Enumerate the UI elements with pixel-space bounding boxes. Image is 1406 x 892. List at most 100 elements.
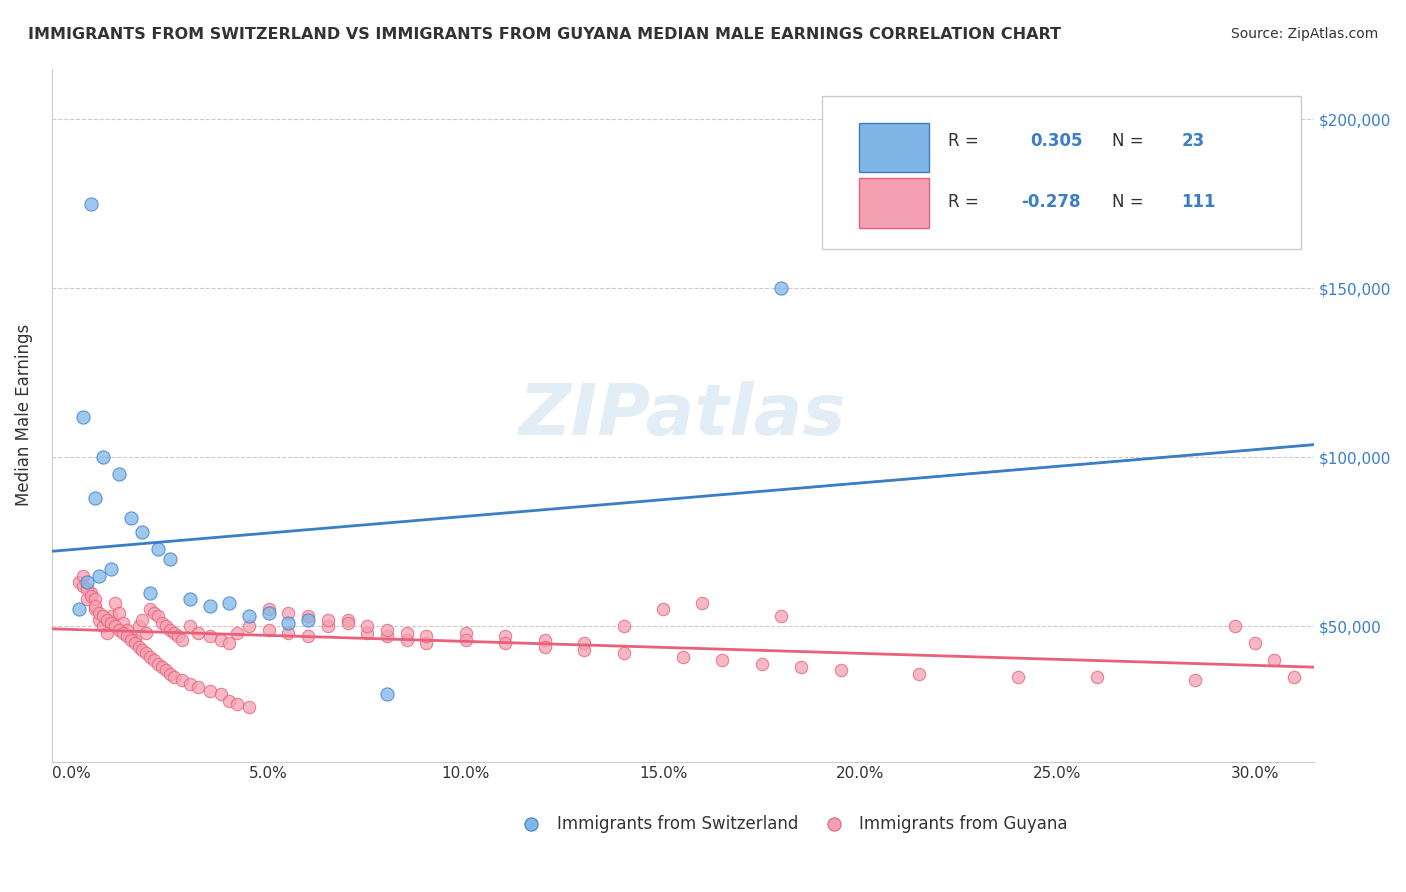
Point xyxy=(115,623,138,637)
Point xyxy=(80,585,103,599)
Point xyxy=(150,660,173,674)
Point xyxy=(770,281,793,295)
Point xyxy=(494,636,516,650)
Point xyxy=(111,615,134,630)
Point xyxy=(72,579,94,593)
Point xyxy=(131,524,153,539)
Point xyxy=(209,632,232,647)
Point xyxy=(297,609,319,624)
Point xyxy=(84,599,107,613)
Text: N =: N = xyxy=(1112,193,1149,211)
Point xyxy=(711,653,734,667)
Point xyxy=(179,592,201,607)
Point xyxy=(139,649,162,664)
Point xyxy=(297,613,319,627)
Point xyxy=(107,623,129,637)
Point xyxy=(1007,670,1029,684)
Point xyxy=(120,630,142,644)
Point xyxy=(277,615,299,630)
Point xyxy=(238,700,260,714)
Point xyxy=(672,649,695,664)
Point xyxy=(1184,673,1206,688)
Text: 0.305: 0.305 xyxy=(1029,132,1083,150)
Text: 111: 111 xyxy=(1181,193,1216,211)
Point xyxy=(87,613,110,627)
Point xyxy=(96,613,118,627)
Point xyxy=(163,670,186,684)
Point xyxy=(170,632,193,647)
Point xyxy=(198,630,221,644)
Point xyxy=(87,568,110,582)
Point xyxy=(375,687,398,701)
Point xyxy=(84,592,107,607)
Point xyxy=(1282,670,1305,684)
Point xyxy=(277,606,299,620)
Point xyxy=(198,599,221,613)
Point xyxy=(107,467,129,482)
Point xyxy=(533,632,555,647)
Text: R =: R = xyxy=(948,193,984,211)
Point xyxy=(163,626,186,640)
Text: ZIPatlas: ZIPatlas xyxy=(519,381,846,450)
Point xyxy=(91,619,114,633)
Point xyxy=(198,683,221,698)
Point xyxy=(67,575,90,590)
Point xyxy=(80,589,103,603)
Point xyxy=(613,647,636,661)
Point xyxy=(830,663,852,677)
Point xyxy=(96,626,118,640)
Point xyxy=(159,623,181,637)
Point xyxy=(148,609,170,624)
Point xyxy=(100,562,122,576)
Point xyxy=(104,619,127,633)
Point xyxy=(128,619,150,633)
Text: 23: 23 xyxy=(1181,132,1205,150)
Point xyxy=(218,694,240,708)
Point xyxy=(91,450,114,465)
Point xyxy=(395,626,418,640)
Text: IMMIGRANTS FROM SWITZERLAND VS IMMIGRANTS FROM GUYANA MEDIAN MALE EARNINGS CORRE: IMMIGRANTS FROM SWITZERLAND VS IMMIGRANT… xyxy=(28,27,1062,42)
Point xyxy=(336,613,359,627)
Point xyxy=(316,619,339,633)
Point xyxy=(120,632,142,647)
Point xyxy=(494,630,516,644)
Point xyxy=(209,687,232,701)
Text: Immigrants from Guyana: Immigrants from Guyana xyxy=(859,815,1069,833)
Point xyxy=(790,660,813,674)
Point xyxy=(1243,636,1265,650)
Point xyxy=(375,630,398,644)
Point xyxy=(908,666,931,681)
Point xyxy=(148,541,170,556)
Point xyxy=(124,632,146,647)
FancyBboxPatch shape xyxy=(859,178,929,228)
Point xyxy=(76,575,98,590)
Point xyxy=(76,582,98,596)
Point xyxy=(218,636,240,650)
Point xyxy=(76,592,98,607)
Point xyxy=(150,615,173,630)
Point xyxy=(257,606,280,620)
Point xyxy=(356,626,378,640)
Point xyxy=(187,626,209,640)
Point xyxy=(257,623,280,637)
Text: Immigrants from Switzerland: Immigrants from Switzerland xyxy=(557,815,799,833)
Point xyxy=(107,606,129,620)
Point xyxy=(257,602,280,616)
Point xyxy=(238,609,260,624)
Point xyxy=(139,585,162,599)
Point xyxy=(155,663,177,677)
Point xyxy=(115,630,138,644)
Point xyxy=(770,609,793,624)
Point xyxy=(454,632,477,647)
Point xyxy=(652,602,675,616)
Point xyxy=(1085,670,1108,684)
Point xyxy=(72,568,94,582)
Point xyxy=(155,619,177,633)
Point xyxy=(297,630,319,644)
Point xyxy=(751,657,773,671)
Point xyxy=(87,606,110,620)
Point xyxy=(415,636,437,650)
Point xyxy=(1223,619,1246,633)
Point xyxy=(120,511,142,525)
Point xyxy=(1263,653,1285,667)
